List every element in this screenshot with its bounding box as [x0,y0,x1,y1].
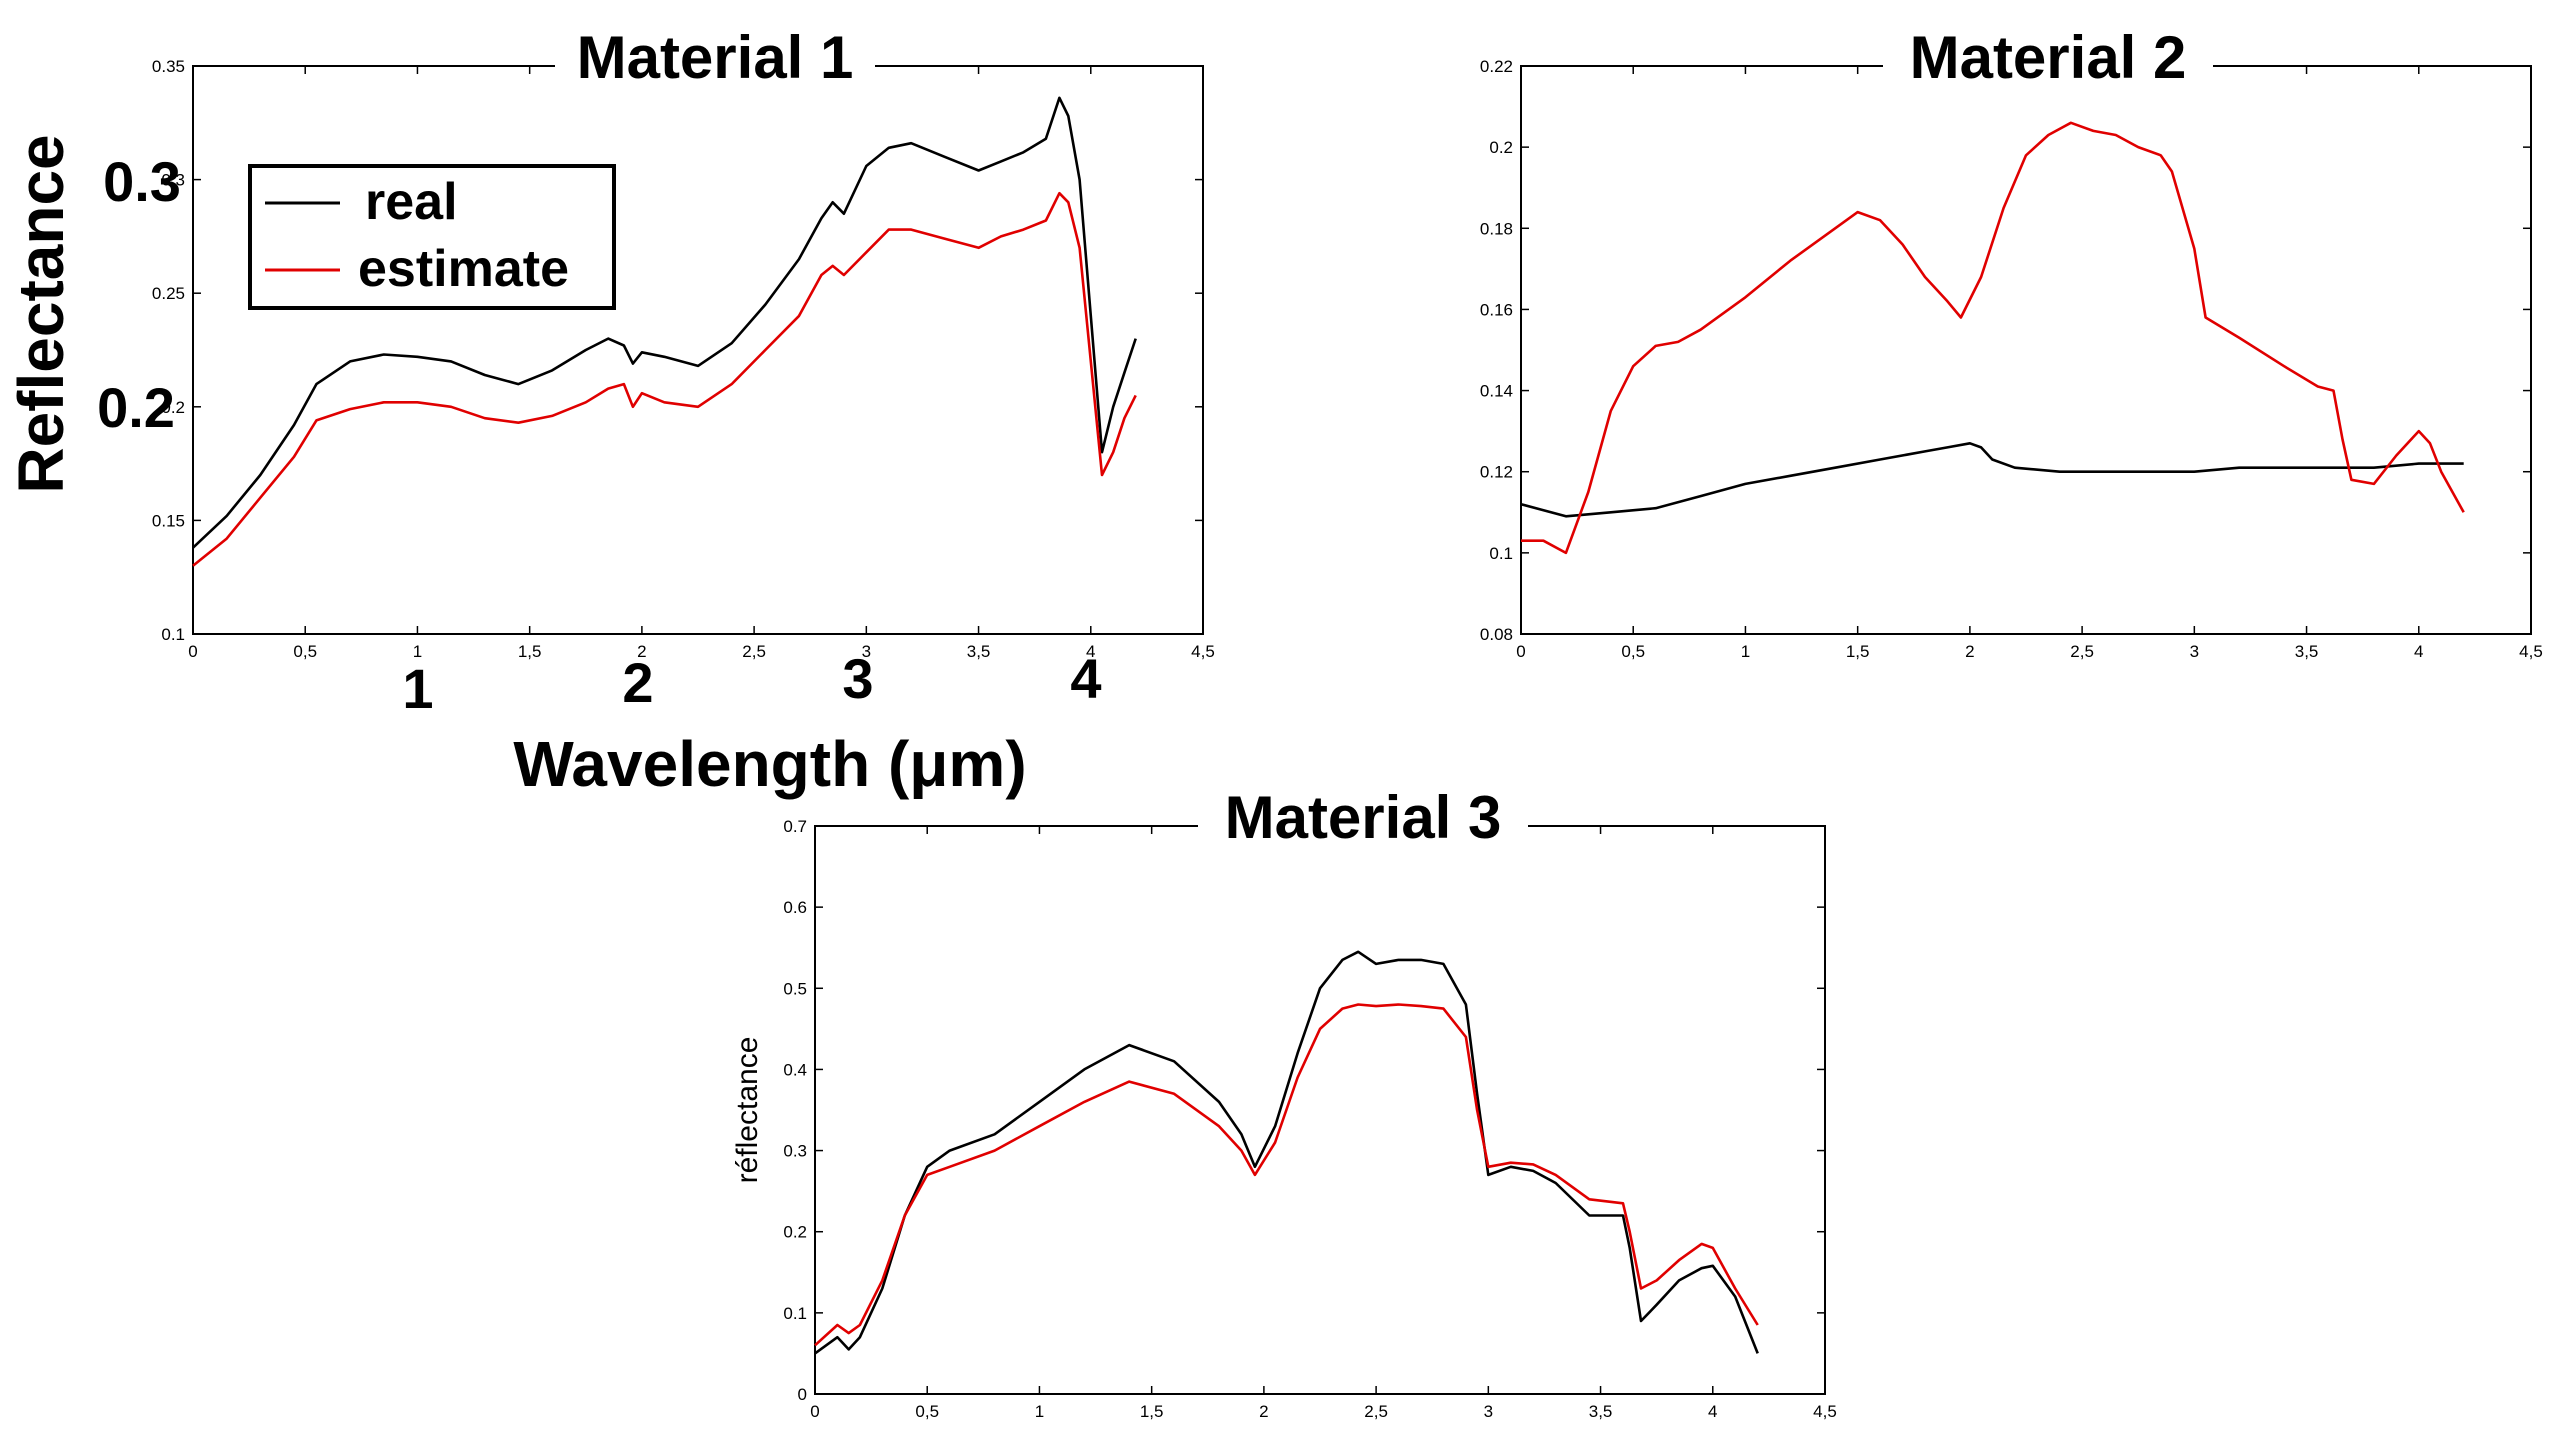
x-tick-label-0-5: 0,5 [915,1402,939,1421]
chart-title-material-2: Material 2 [1910,24,2187,91]
legend: real estimate [248,164,616,310]
x-tick-label-1: 1 [1035,1402,1044,1421]
x-tick-label-2-5: 2,5 [742,642,766,661]
legend-real-label: real [365,173,458,231]
series-line-real [814,950,1759,1355]
ticks-material-1: 0 0,5 1 1,5 2 2,5 3 3,5 4 4,5 0.1 0.15 0.2 0.25 0.3 0.3… [152,57,1215,661]
y-tick-label-0-2: 0.2 [783,1223,807,1242]
x-tick-label-3: 3 [2190,642,2199,661]
x-tick-label-4-5: 4,5 [1191,642,1215,661]
x-tick-large-3: 3 [842,647,873,710]
y-tick-label-0-3: 0.3 [161,171,185,190]
x-tick-label-4-5: 4,5 [2519,642,2543,661]
x-tick-large-2: 2 [622,651,653,714]
y-tick-label-0-1: 0.1 [1489,544,1513,563]
y-tick-label-0-1: 0.1 [783,1304,807,1323]
title-background-material-1 [555,24,875,94]
y-tick-label-0-16: 0.16 [1480,300,1513,319]
x-tick-label-3-5: 3,5 [1589,1402,1613,1421]
y-tick-label-0-18: 0.18 [1480,219,1513,238]
x-tick-label-2-5: 2,5 [2070,642,2094,661]
x-tick-label-4: 4 [1708,1402,1717,1421]
y-tick-label-0-35: 0.35 [152,57,185,76]
legend-box [248,164,616,310]
ticks-material-2: 0 0,5 1 1,5 2 2,5 3 3,5 4 4,5 0.08 0.1 0.12 0.14 0.16 0… [1480,57,2543,661]
x-tick-label-0: 0 [1516,642,1525,661]
y-tick-label-0-5: 0.5 [783,979,807,998]
plot-frame-material-2 [1520,65,2532,635]
x-tick-label-0: 0 [810,1402,819,1421]
y-tick-label-0-22: 0.22 [1480,57,1513,76]
series-line-estimate [192,191,1137,567]
x-tick-label-0-5: 0,5 [1621,642,1645,661]
x-tick-label-2-5: 2,5 [1364,1402,1388,1421]
x-tick-label-2: 2 [1965,642,1974,661]
y-tick-large-0-3: 0.3 [103,150,181,213]
x-tick-label-4: 4 [2414,642,2423,661]
x-tick-label-3: 3 [1484,1402,1493,1421]
y-axis-label-material-3: réflectance [731,1037,764,1184]
y-tick-label-0-3: 0.3 [783,1142,807,1161]
y-tick-label-0-15: 0.15 [152,511,185,530]
series-line-real [192,96,1137,549]
x-axis-label-large: Wavelength (μm) [513,728,1026,800]
plot-frame-material-3 [814,825,1826,1395]
plot-frame-material-1 [192,65,1204,635]
y-tick-label-0-6: 0.6 [783,898,807,917]
x-tick-large-1: 1 [402,657,433,720]
panel-material-3: 0 0,5 1 1,5 2 2,5 3 3,5 4 4,5 0 0.1 0.2 0.3 0.4 0.5 0.6 0… [731,784,1837,1421]
x-tick-large-4: 4 [1070,647,1101,710]
y-tick-large-0-2: 0.2 [97,376,175,439]
lines-material-1 [192,96,1137,567]
x-tick-label-0-5: 0,5 [293,642,317,661]
x-tick-label-3: 3 [862,642,871,661]
x-tick-label-1: 1 [1741,642,1750,661]
y-tick-label-0-1: 0.1 [161,625,185,644]
chart-title-material-1: Material 1 [577,24,854,91]
series-line-real [1520,441,2464,518]
y-tick-label-0-2: 0.2 [1489,138,1513,157]
y-tick-label-0-08: 0.08 [1480,625,1513,644]
x-tick-label-3-5: 3,5 [2295,642,2319,661]
legend-estimate-label: estimate [358,240,569,298]
y-axis-label-large: Reflectance [5,134,77,493]
title-background-material-3 [1198,784,1528,854]
panel-material-2: 0 0,5 1 1,5 2 2,5 3 3,5 4 4,5 0.08 0.1 0.12 0.14 0.16 0… [1480,24,2543,661]
title-background-material-2 [1883,24,2213,94]
y-tick-label-0-25: 0.25 [152,284,185,303]
series-line-estimate [1521,121,2465,555]
chart-title-material-3: Material 3 [1225,784,1502,851]
y-tick-label-0-4: 0.4 [783,1060,807,1079]
lines-material-3 [814,950,1759,1355]
x-tick-label-2: 2 [1259,1402,1268,1421]
x-tick-label-1-5: 1,5 [1140,1402,1164,1421]
x-tick-label-2: 2 [637,642,646,661]
lines-material-2 [1520,121,2465,555]
x-tick-label-1-5: 1,5 [518,642,542,661]
panel-material-1: 0 0,5 1 1,5 2 2,5 3 3,5 4 4,50.10.150.20.250.30.3… [5,24,1215,800]
y-tick-label-0-12: 0.12 [1480,463,1513,482]
x-tick-label-1-5: 1,5 [1846,642,1870,661]
x-tick-label-0: 0 [188,642,197,661]
ticks-material-3: 0 0,5 1 1,5 2 2,5 3 3,5 4 4,5 0 0.1 0.2 0.3 0.4 0.5 0.6 0… [783,817,1836,1421]
x-tick-label-4-5: 4,5 [1813,1402,1837,1421]
y-tick-label-0-14: 0.14 [1480,382,1513,401]
y-tick-label-0-2: 0.2 [161,398,185,417]
x-tick-label-3-5: 3,5 [967,642,991,661]
y-tick-label-0: 0 [798,1385,807,1404]
series-line-estimate [814,1003,1759,1347]
x-tick-label-4: 4 [1086,642,1095,661]
x-tick-label-1: 1 [413,642,422,661]
y-tick-label-0-7: 0.7 [783,817,807,836]
